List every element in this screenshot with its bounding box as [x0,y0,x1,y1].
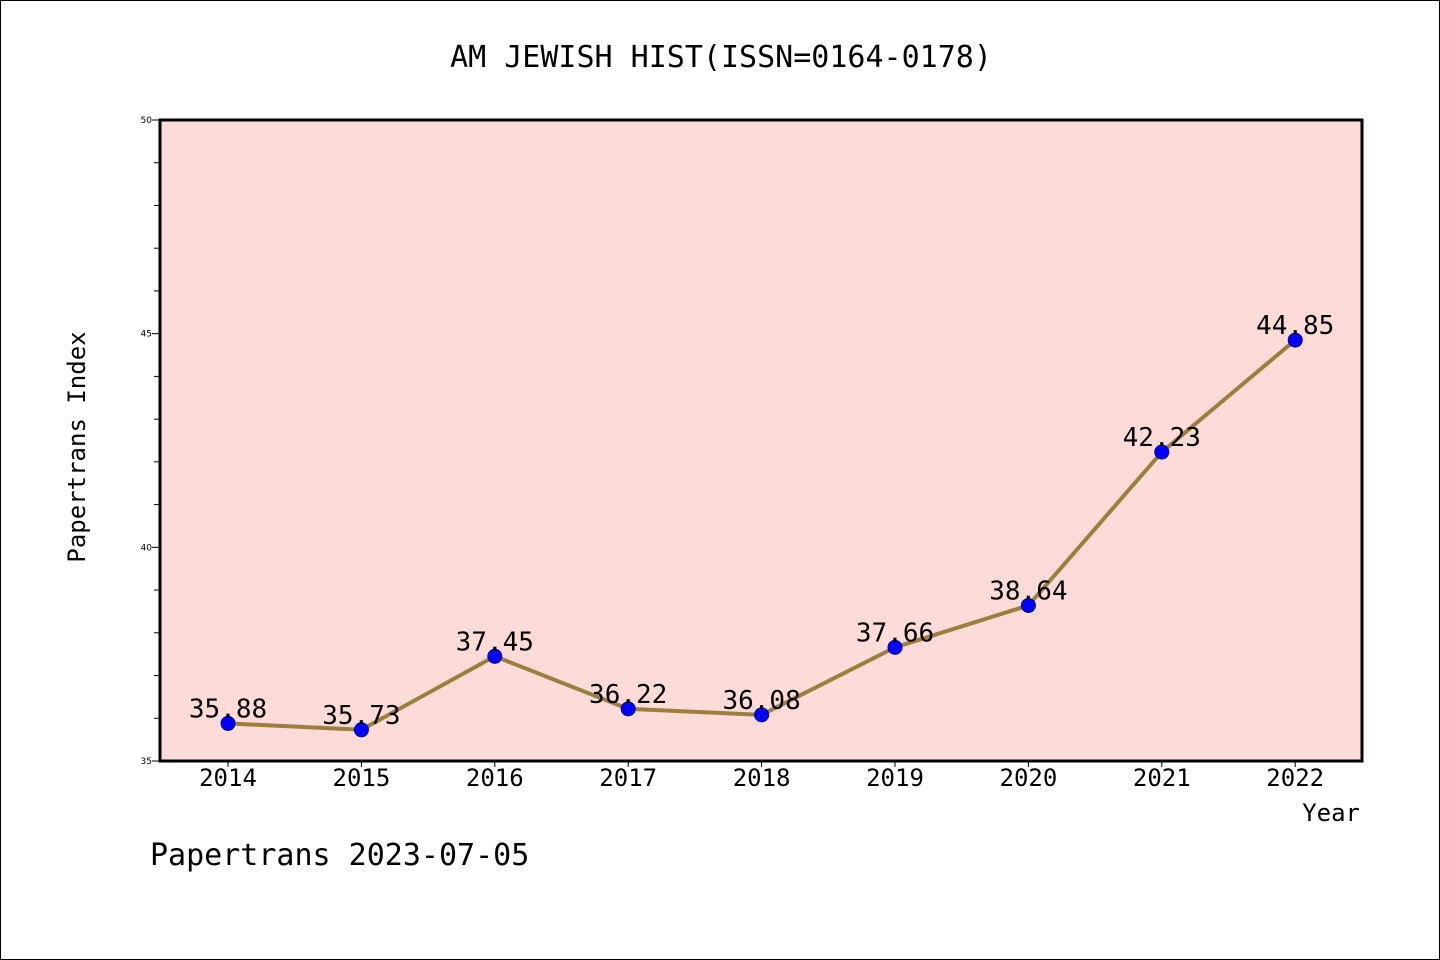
data-label: 37.45 [456,627,534,657]
x-tick-label: 2018 [733,764,791,792]
chart-title: AM JEWISH HIST(ISSN=0164-0178) [450,40,992,75]
data-point [620,701,636,717]
y-axis: 35 40 45 50 [141,116,160,767]
x-axis: 2014 2015 2016 2017 2018 2019 2020 2021 2022 [199,761,1324,792]
data-label: 36.22 [589,680,667,710]
x-axis-label: Year [1302,799,1360,827]
x-tick-label: 2022 [1266,764,1324,792]
data-point [1287,332,1303,348]
data-point [220,715,236,731]
x-tick-label: 2014 [199,764,257,792]
y-tick-label: 45 [141,330,152,340]
y-axis-label: Papertrans Index [63,331,91,562]
plot-area [158,118,1364,763]
data-point [887,639,903,655]
data-label: 37.66 [856,618,934,648]
data-point [1020,597,1036,613]
series-papertrans-index: 35.88 35.73 37.45 36.22 36.08 37.66 38.64 42.23… [189,311,1334,738]
data-label: 38.64 [989,576,1067,606]
data-point [353,722,369,738]
y-tick-label: 40 [141,543,153,553]
x-tick-label: 2016 [466,764,524,792]
x-tick-label: 2015 [333,764,391,792]
x-tick-label: 2017 [599,764,657,792]
x-tick-label: 2020 [1000,764,1058,792]
data-point [754,707,770,723]
x-tick-label: 2021 [1133,764,1191,792]
y-tick-label: 35 [141,757,152,767]
data-label: 42.23 [1123,423,1201,453]
data-point [487,648,503,664]
x-tick-label: 2019 [866,764,924,792]
data-point [1154,444,1170,460]
data-label: 36.08 [722,686,800,716]
footer-credit: Papertrans 2023-07-05 [150,838,529,873]
y-tick-label: 50 [141,116,153,126]
data-label: 44.85 [1256,311,1334,341]
data-label: 35.88 [189,694,267,724]
data-label: 35.73 [322,701,400,731]
